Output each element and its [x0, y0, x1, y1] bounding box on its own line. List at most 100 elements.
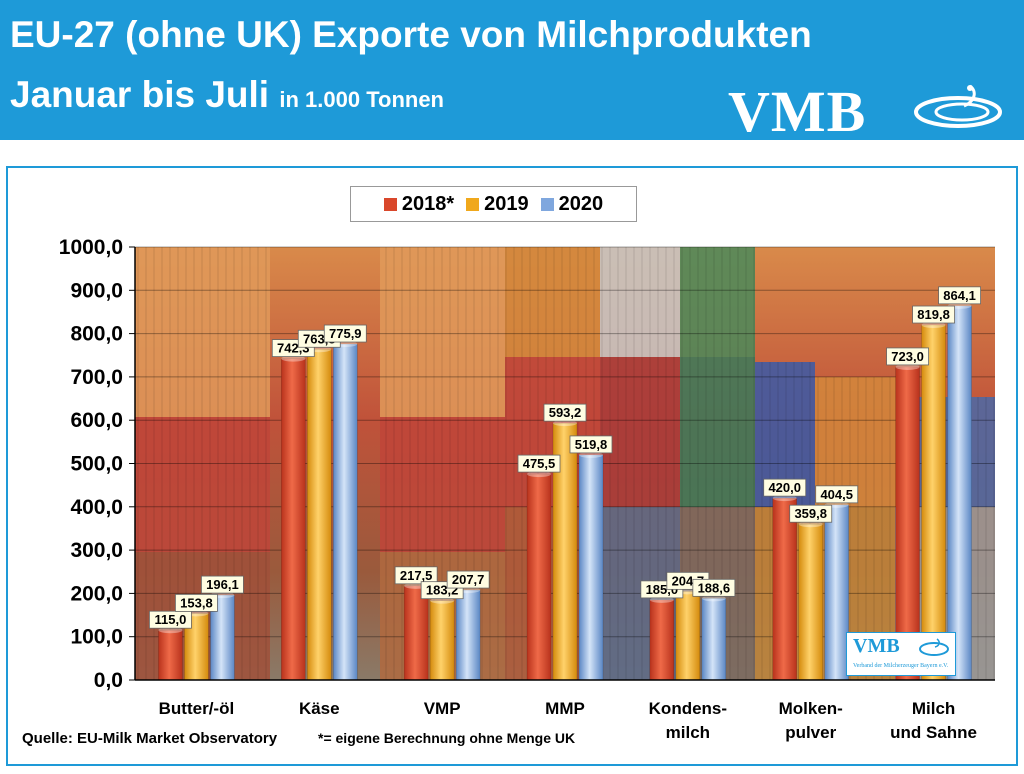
data-label: 188,6: [698, 580, 731, 595]
bar: [281, 358, 306, 681]
bar-top: [158, 627, 183, 634]
bar-top: [701, 595, 726, 602]
data-label: 207,7: [452, 572, 485, 587]
data-label-box: [323, 324, 367, 343]
bar: [772, 497, 797, 681]
bar: [403, 585, 429, 681]
legend-item-2020: 2020: [540, 193, 603, 216]
bars: [158, 302, 972, 681]
data-label-box: [692, 578, 736, 597]
container-block-stripes: [135, 247, 270, 417]
chart-title-line2: Januar bis Juli in 1.000 Tonnen: [10, 74, 444, 116]
vmb-small-logo-subtitle: Verband der Milcherzeuger Bayern e.V.: [853, 663, 949, 669]
x-tick-label: VMP: [424, 699, 461, 718]
vmb-logo: VMB: [728, 79, 1018, 144]
data-label-box: [569, 435, 613, 454]
data-label-box: [815, 485, 859, 504]
x-tick-label: milch: [666, 723, 710, 742]
container-block-stripes: [600, 247, 680, 357]
bar: [578, 454, 604, 681]
data-label-box: [394, 566, 438, 585]
bar-top: [281, 355, 306, 362]
x-tick-label: MMP: [545, 699, 585, 718]
chart-title-period: Januar bis Juli: [10, 74, 270, 115]
container-block-stripes: [380, 417, 505, 552]
bar-top: [553, 420, 577, 427]
data-label-box: [938, 286, 981, 305]
data-label: 196,1: [206, 577, 239, 592]
y-tick-label: 100,0: [70, 626, 123, 649]
container-block-stripes: [680, 247, 755, 357]
x-tick-label: Käse: [299, 699, 340, 718]
data-label: 864,1: [943, 288, 976, 303]
container-block-stripes: [505, 247, 600, 357]
chart-frame: [6, 166, 1018, 766]
vmb-small-logo: VMB Verband der Milcherzeuger Bayern e.V…: [846, 632, 956, 676]
y-tick-label: 700,0: [70, 366, 123, 389]
container-block-stripes: [680, 357, 755, 507]
x-tick-label: und Sahne: [890, 723, 977, 742]
data-label-box: [201, 575, 244, 594]
legend-swatch-2019: [466, 197, 480, 211]
data-label: 775,9: [329, 326, 362, 341]
bar-top: [527, 471, 551, 478]
data-label: 115,0: [155, 612, 187, 627]
vmb-logo-text: VMB: [728, 79, 867, 144]
bar-top: [579, 451, 603, 458]
bar: [947, 305, 972, 681]
bar-top: [798, 521, 823, 528]
bar-top: [772, 495, 797, 502]
chart-unit: in 1.000 Tonnen: [279, 87, 444, 112]
y-tick-label: 400,0: [70, 496, 123, 519]
container-block-stripes: [600, 357, 680, 507]
y-axis-ticks: 0,0 100,0 200,0 300,0 400,0 500,0 600,0 700,0 80…: [59, 236, 123, 692]
data-label: 475,5: [523, 456, 556, 471]
bar: [895, 366, 920, 681]
x-tick-label: Butter/-öl: [159, 699, 235, 718]
data-label-box: [446, 570, 490, 589]
data-label: 153,8: [180, 595, 213, 610]
bar-top: [649, 596, 674, 603]
data-label: 723,0: [891, 349, 924, 364]
bar: [675, 591, 701, 681]
y-tick-label: 900,0: [70, 279, 123, 302]
bar: [701, 598, 727, 681]
y-tick-label: 300,0: [70, 539, 123, 562]
data-label: 404,5: [820, 487, 853, 502]
x-tick-label: pulver: [785, 723, 836, 742]
bar: [333, 343, 358, 681]
vmb-small-swirl-icon: [919, 638, 949, 656]
bar: [429, 600, 455, 681]
x-tick-label: Kondens-: [649, 699, 727, 718]
data-label-box: [789, 504, 833, 523]
legend-swatch-2020: [540, 197, 554, 211]
data-label-box: [517, 454, 561, 473]
footnote: *= eigene Berechnung ohne Menge UK: [318, 730, 576, 746]
data-label: 593,2: [549, 405, 582, 420]
bar: [455, 589, 481, 681]
data-label: 217,5: [400, 568, 433, 583]
y-tick-label: 1000,0: [59, 236, 123, 259]
x-tick-label: Milch: [912, 699, 955, 718]
x-axis-ticks: Butter/-öl Käse VMP MMP Kondens-milch Molken-…: [159, 699, 977, 742]
vmb-small-logo-text: VMB: [853, 635, 900, 657]
data-label: 819,8: [917, 307, 950, 322]
data-label-box: [912, 305, 955, 324]
chart-title-line1: EU-27 (ohne UK) Exporte von Milchprodukt…: [10, 14, 812, 55]
bar: [921, 324, 946, 681]
data-label-box: [886, 347, 929, 366]
data-label: 519,8: [575, 437, 608, 452]
container-block-stripes: [135, 417, 270, 552]
y-tick-label: 500,0: [70, 453, 123, 476]
legend-item-2018: 2018*: [383, 193, 454, 216]
vmb-swirl-icon: [914, 84, 1002, 128]
legend-label-2019: 2019: [484, 192, 529, 215]
data-label-box: [175, 594, 218, 612]
data-label-box: [763, 478, 807, 497]
data-label: 420,0: [768, 480, 801, 495]
y-tick-label: 600,0: [70, 409, 123, 432]
container-block-stripes: [380, 247, 505, 417]
legend-item-2019: 2019: [466, 193, 529, 216]
data-labels: 115,0153,8196,1742,3763,8775,9217,5183,2…: [149, 286, 981, 629]
